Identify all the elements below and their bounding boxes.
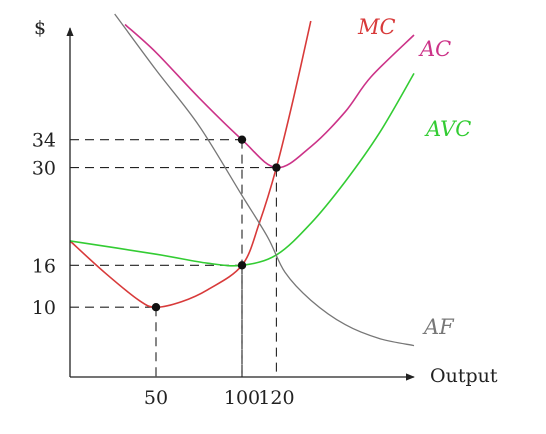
highlight-point	[272, 163, 281, 172]
y-tick-label: 34	[32, 130, 56, 152]
highlight-points	[151, 135, 281, 312]
series-label-af: AF	[422, 315, 455, 339]
guide-lines	[70, 139, 277, 377]
highlight-point	[151, 303, 161, 312]
series-label-mc: MC	[357, 15, 396, 39]
highlight-point	[237, 135, 247, 144]
x-tick-label: 100	[224, 387, 260, 409]
x-tick-label: 120	[258, 387, 294, 409]
series-labels: MC AC AVC AF	[357, 15, 471, 339]
y-tick-label: 30	[32, 158, 56, 180]
x-axis-label: Output	[430, 365, 498, 387]
x-tick-label: 50	[144, 387, 168, 409]
y-tick-label: 16	[32, 255, 56, 277]
y-tick-label: 10	[32, 297, 56, 319]
series-label-avc: AVC	[424, 117, 471, 141]
curve-af	[114, 13, 415, 347]
highlight-point	[237, 261, 247, 270]
y-axis-label: $	[34, 17, 46, 39]
series-label-ac: AC	[418, 37, 451, 61]
curve-mc	[70, 20, 312, 309]
